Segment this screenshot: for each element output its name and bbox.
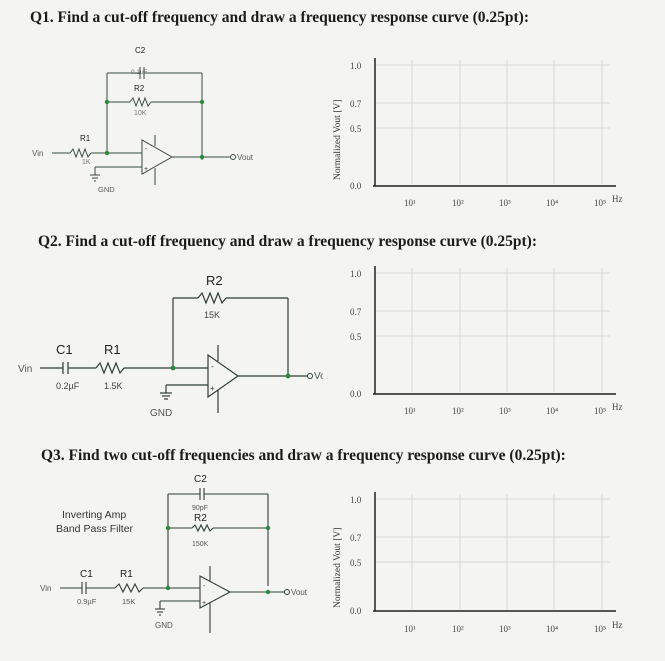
q1-xtick-4: 10⁴ xyxy=(546,198,558,208)
q3-circuit-diagram: Inverting Amp Band Pass Filter xyxy=(40,474,308,633)
q2-ytick-3: 0.5 xyxy=(350,332,362,342)
q3-c1-name: C1 xyxy=(80,569,93,580)
q1-vout-label: Vout xyxy=(237,153,254,162)
q1-vin-label: Vin xyxy=(32,149,43,158)
question-3-title: Q3. Find two cut-off frequencies and dra… xyxy=(41,447,566,464)
svg-text:-: - xyxy=(211,362,214,371)
svg-text:-: - xyxy=(203,583,206,590)
q3-response-graph: Normalized Vout [V] 1.0 0.7 0.5 0.0 10¹ … xyxy=(333,492,623,634)
q3-r1-name: R1 xyxy=(120,569,133,580)
q1-xtick-5: 10⁵ xyxy=(594,198,606,208)
q1-ytick-1: 1.0 xyxy=(350,61,362,71)
svg-text:+: + xyxy=(210,384,215,393)
q2-response-graph: 1.0 0.7 0.5 0.0 10¹ 10² 10³ 10⁴ 10⁵ Hz xyxy=(350,266,623,416)
q2-r2-value: 15K xyxy=(204,310,220,320)
q3-ylabel: Normalized Vout [V] xyxy=(333,528,343,608)
q2-xtick-2: 10² xyxy=(452,406,464,416)
q1-c2-value: 0.1uF xyxy=(131,69,148,76)
q3-r2-value: 150K xyxy=(192,541,209,548)
q3-xtick-3: 10³ xyxy=(499,624,511,634)
q1-xtick-2: 10² xyxy=(452,198,464,208)
q2-ytick-4: 0.0 xyxy=(350,389,362,399)
q1-ylabel: Normalized Vout [V] xyxy=(333,100,343,180)
q2-c1-name: C1 xyxy=(56,342,73,357)
q3-ytick-4: 0.0 xyxy=(350,606,362,616)
q3-xtick-1: 10¹ xyxy=(404,624,416,634)
q1-r1-name: R1 xyxy=(80,134,91,143)
q2-r1-name: R1 xyxy=(104,342,121,357)
q2-vout-label: Vout xyxy=(314,371,323,382)
q2-r1-value: 1.5K xyxy=(104,381,123,391)
svg-text:+: + xyxy=(202,600,206,607)
q3-ytick-3: 0.5 xyxy=(350,558,362,568)
q1-r2-name: R2 xyxy=(134,84,145,93)
q2-r2-name: R2 xyxy=(206,273,223,288)
q3-circuit-label-2: Band Pass Filter xyxy=(56,523,134,535)
q3-vin-label: Vin xyxy=(40,584,51,593)
question-1-title: Q1. Find a cut-off frequency and draw a … xyxy=(30,9,529,26)
q3-xtick-5: 10⁵ xyxy=(594,624,606,634)
q3-vout-label: Vout xyxy=(291,588,308,597)
q3-gnd-label: GND xyxy=(155,621,173,630)
q1-xtick-1: 10¹ xyxy=(404,198,416,208)
q2-circuit-diagram: - + Vin Vout GND R2 15K C1 0.2µF R1 1.5K xyxy=(18,273,323,419)
q1-gnd-label: GND xyxy=(98,185,115,194)
q1-ytick-4: 0.0 xyxy=(350,181,362,191)
q2-xtick-5: 10⁵ xyxy=(594,406,606,416)
q3-xunit: Hz xyxy=(612,620,623,630)
q1-c2-name: C2 xyxy=(135,46,146,55)
q1-ytick-3: 0.5 xyxy=(350,124,362,134)
q2-c1-value: 0.2µF xyxy=(56,381,80,391)
q2-ytick-1: 1.0 xyxy=(350,269,362,279)
q3-xtick-4: 10⁴ xyxy=(546,624,558,634)
q2-xtick-1: 10¹ xyxy=(404,406,416,416)
svg-text:-: - xyxy=(145,146,148,153)
q3-ytick-1: 1.0 xyxy=(350,495,362,505)
q2-xtick-3: 10³ xyxy=(499,406,511,416)
q2-xtick-4: 10⁴ xyxy=(546,406,558,416)
q1-response-graph: Normalized Vout [V] 1.0 0.7 0.5 0.0 10¹ … xyxy=(333,58,623,208)
q3-r1-value: 15K xyxy=(122,597,135,606)
q3-circuit-label-1: Inverting Amp xyxy=(62,509,126,521)
q1-r1-value: 1K xyxy=(82,159,91,166)
q1-xunit: Hz xyxy=(612,194,623,204)
q2-vin-label: Vin xyxy=(18,364,32,375)
q3-xtick-2: 10² xyxy=(452,624,464,634)
question-2-title: Q2. Find a cut-off frequency and draw a … xyxy=(38,233,537,250)
q2-xunit: Hz xyxy=(612,402,623,412)
q1-xtick-3: 10³ xyxy=(499,198,511,208)
q3-ytick-2: 0.7 xyxy=(350,533,362,543)
q2-ytick-2: 0.7 xyxy=(350,307,362,317)
q3-r2-name: R2 xyxy=(194,513,207,524)
q3-c2-value: 90pF xyxy=(192,505,208,512)
q1-circuit-diagram: - + Vin Vout GND R1 1K R2 10K C2 0.1uF xyxy=(32,46,254,194)
q1-ytick-2: 0.7 xyxy=(350,99,362,109)
q2-gnd-label: GND xyxy=(150,408,172,419)
q1-r2-value: 10K xyxy=(134,110,147,117)
q3-c1-value: 0.9µF xyxy=(77,597,97,606)
q3-c2-name: C2 xyxy=(194,474,207,485)
svg-text:+: + xyxy=(144,166,148,173)
